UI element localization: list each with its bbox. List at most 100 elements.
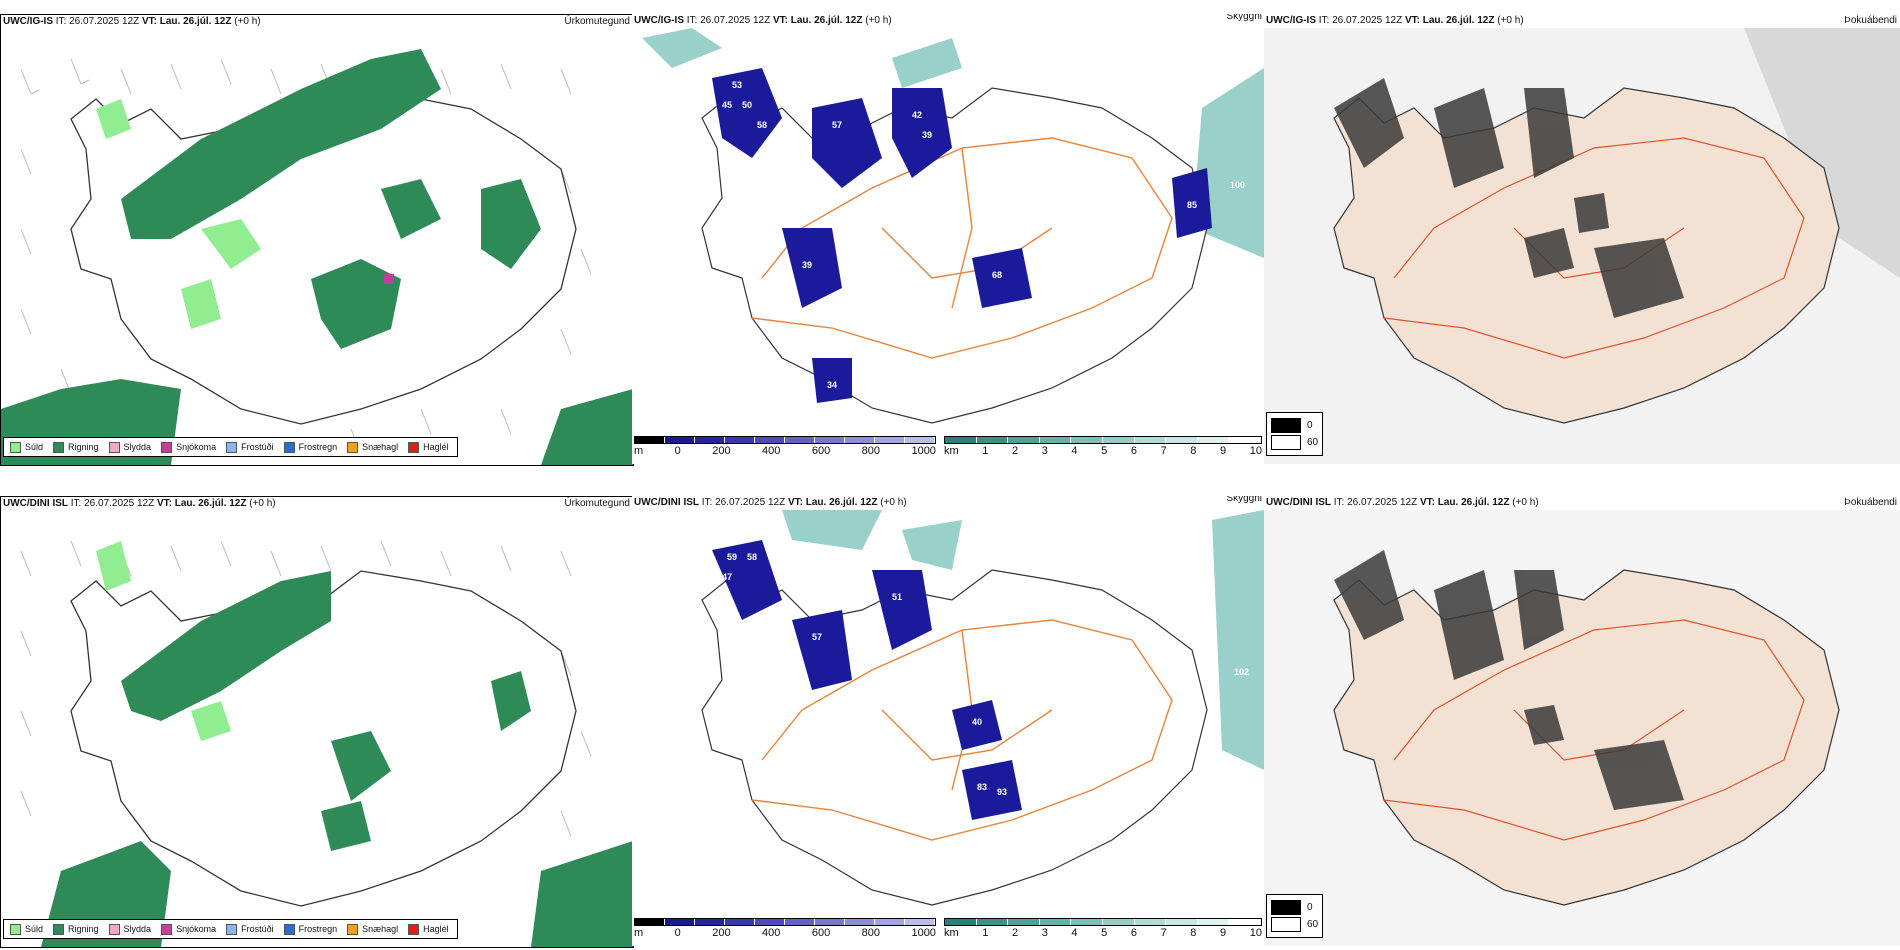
drizzle-areas xyxy=(96,541,231,741)
height-scale: m 0 200 400 600 800 1000 xyxy=(634,436,936,457)
visibility-panel-row1: UWC/IG-IS IT: 26.07.2025 12Z VT: Lau. 26… xyxy=(632,14,1264,464)
legend-item: Haglél xyxy=(408,441,449,453)
legend-swatch xyxy=(10,923,21,935)
legend-item: Frostúði xyxy=(226,923,274,935)
iceland-outline xyxy=(701,569,1208,906)
vis-label: 58 xyxy=(757,120,767,130)
legend-swatch xyxy=(347,923,359,935)
visibility-scale-bar xyxy=(944,436,1262,444)
vis-label: 40 xyxy=(972,717,982,727)
panel-title: Úrkomutegund xyxy=(564,16,630,27)
visibility-panel-row2: UWC/DINI ISL IT: 26.07.2025 12Z VT: Lau.… xyxy=(632,496,1264,946)
legend-swatch xyxy=(347,441,359,453)
precip-map[interactable] xyxy=(1,511,633,947)
vis-labels: 53 45 50 58 57 42 39 68 39 34 85 100 xyxy=(722,80,1245,390)
panel-header: UWC/IG-IS IT: 26.07.2025 12Z VT: Lau. 26… xyxy=(1,15,633,29)
visibility-scale: km 1 2 3 4 5 6 7 8 9 10 xyxy=(944,436,1262,457)
legend-swatch xyxy=(10,441,21,453)
fog-legend: 0 60 xyxy=(1266,894,1324,938)
legend-item: Snæhagl xyxy=(347,441,398,453)
vis-label: 68 xyxy=(992,270,1002,280)
legend-swatch xyxy=(161,441,173,453)
vis-label: 58 xyxy=(747,552,757,562)
precip-legend: Súld Rigning Slydda Snjókoma Frostúði Fr… xyxy=(3,437,458,457)
fog-panel-row2: UWC/DINI ISL IT: 26.07.2025 12Z VT: Lau.… xyxy=(1264,496,1900,946)
legend-swatch xyxy=(1271,418,1301,433)
legend-item: Snjókoma xyxy=(161,441,216,453)
visibility-scale: km 1 2 3 4 5 6 7 8 9 10 xyxy=(944,918,1262,939)
legend-item: Rigning xyxy=(53,441,99,453)
precip-legend: Súld Rigning Slydda Snjókoma Frostúði Fr… xyxy=(3,919,458,939)
height-scale-bar xyxy=(634,436,936,444)
legend-item: Slydda xyxy=(108,441,151,453)
legend-item: Frostúði xyxy=(226,441,274,453)
panel-title: Þokuábendi xyxy=(1844,497,1897,508)
legend-item: Slydda xyxy=(108,923,151,935)
vis-label: 53 xyxy=(732,80,742,90)
vis-label: 47 xyxy=(722,572,732,582)
legend-swatch xyxy=(108,441,120,453)
legend-item: Frostregn xyxy=(283,441,337,453)
fog-areas xyxy=(1334,78,1684,318)
legend-swatch xyxy=(283,441,295,453)
legend-swatch xyxy=(226,441,238,453)
fog-panel-row1: UWC/IG-IS IT: 26.07.2025 12Z VT: Lau. 26… xyxy=(1264,14,1900,464)
panel-title: Þokuábendi xyxy=(1844,15,1897,26)
vis-label: 39 xyxy=(922,130,932,140)
fog-map[interactable] xyxy=(1264,510,1900,946)
visibility-map[interactable]: 53 45 50 58 57 42 39 68 39 34 85 100 xyxy=(632,28,1264,464)
panel-header: UWC/IG-IS IT: 26.07.2025 12Z VT: Lau. 26… xyxy=(1264,14,1900,28)
vis-label: 45 xyxy=(722,100,732,110)
panel-title: Skyggni xyxy=(1226,496,1262,504)
vis-label: 57 xyxy=(812,632,822,642)
visibility-scale-bar xyxy=(944,918,1262,926)
visibility-map[interactable]: 59 58 47 57 51 40 83 93 102 xyxy=(632,510,1264,946)
low-visibility-land xyxy=(712,540,1022,820)
vis-labels: 59 58 47 57 51 40 83 93 102 xyxy=(722,552,1249,797)
snow-patch xyxy=(384,274,394,284)
legend-item: Haglél xyxy=(408,923,449,935)
fog-legend: 0 60 xyxy=(1266,412,1324,456)
panel-header: UWC/IG-IS IT: 26.07.2025 12Z VT: Lau. 26… xyxy=(632,14,1264,28)
vis-label: 50 xyxy=(742,100,752,110)
vis-label: 34 xyxy=(827,380,837,390)
legend-item: Súld xyxy=(10,441,43,453)
legend-swatch xyxy=(1271,917,1301,932)
panel-header: UWC/DINI ISL IT: 26.07.2025 12Z VT: Lau.… xyxy=(1264,496,1900,510)
legend-swatch xyxy=(283,923,295,935)
low-visibility-land xyxy=(712,68,1212,403)
panel-header: UWC/DINI ISL IT: 26.07.2025 12Z VT: Lau.… xyxy=(632,496,1264,510)
legend-item: Snjókoma xyxy=(161,923,216,935)
legend-swatch xyxy=(53,441,65,453)
vis-label: 57 xyxy=(832,120,842,130)
legend-swatch xyxy=(408,923,420,935)
vis-label: 51 xyxy=(892,592,902,602)
legend-swatch xyxy=(226,923,238,935)
height-scale-bar xyxy=(634,918,936,926)
scale-unit: m xyxy=(634,445,644,457)
fog-map[interactable] xyxy=(1264,28,1900,464)
legend-item: Rigning xyxy=(53,923,99,935)
legend-item: Snæhagl xyxy=(347,923,398,935)
fog-areas xyxy=(1334,550,1684,810)
legend-swatch xyxy=(161,923,173,935)
panel-title: Úrkomutegund xyxy=(564,498,630,509)
vis-label: 39 xyxy=(802,260,812,270)
legend-swatch xyxy=(1271,900,1301,915)
legend-swatch xyxy=(1271,435,1301,450)
panel-header: UWC/DINI ISL IT: 26.07.2025 12Z VT: Lau.… xyxy=(1,497,633,511)
precip-map[interactable] xyxy=(1,29,633,465)
vis-edge-label: 102 xyxy=(1234,667,1249,677)
vis-label: 93 xyxy=(997,787,1007,797)
precip-panel-row2: UWC/DINI ISL IT: 26.07.2025 12Z VT: Lau.… xyxy=(0,496,634,948)
legend-swatch xyxy=(53,923,65,935)
drizzle-areas xyxy=(96,99,261,329)
vis-label: 59 xyxy=(727,552,737,562)
vis-label: 42 xyxy=(912,110,922,120)
vis-label: 83 xyxy=(977,782,987,792)
vis-label: 85 xyxy=(1187,200,1197,210)
legend-item: Súld xyxy=(10,923,43,935)
height-scale: m 0 200 400 600 800 1000 xyxy=(634,918,936,939)
legend-item: Frostregn xyxy=(283,923,337,935)
low-visibility-sea xyxy=(782,510,1264,770)
